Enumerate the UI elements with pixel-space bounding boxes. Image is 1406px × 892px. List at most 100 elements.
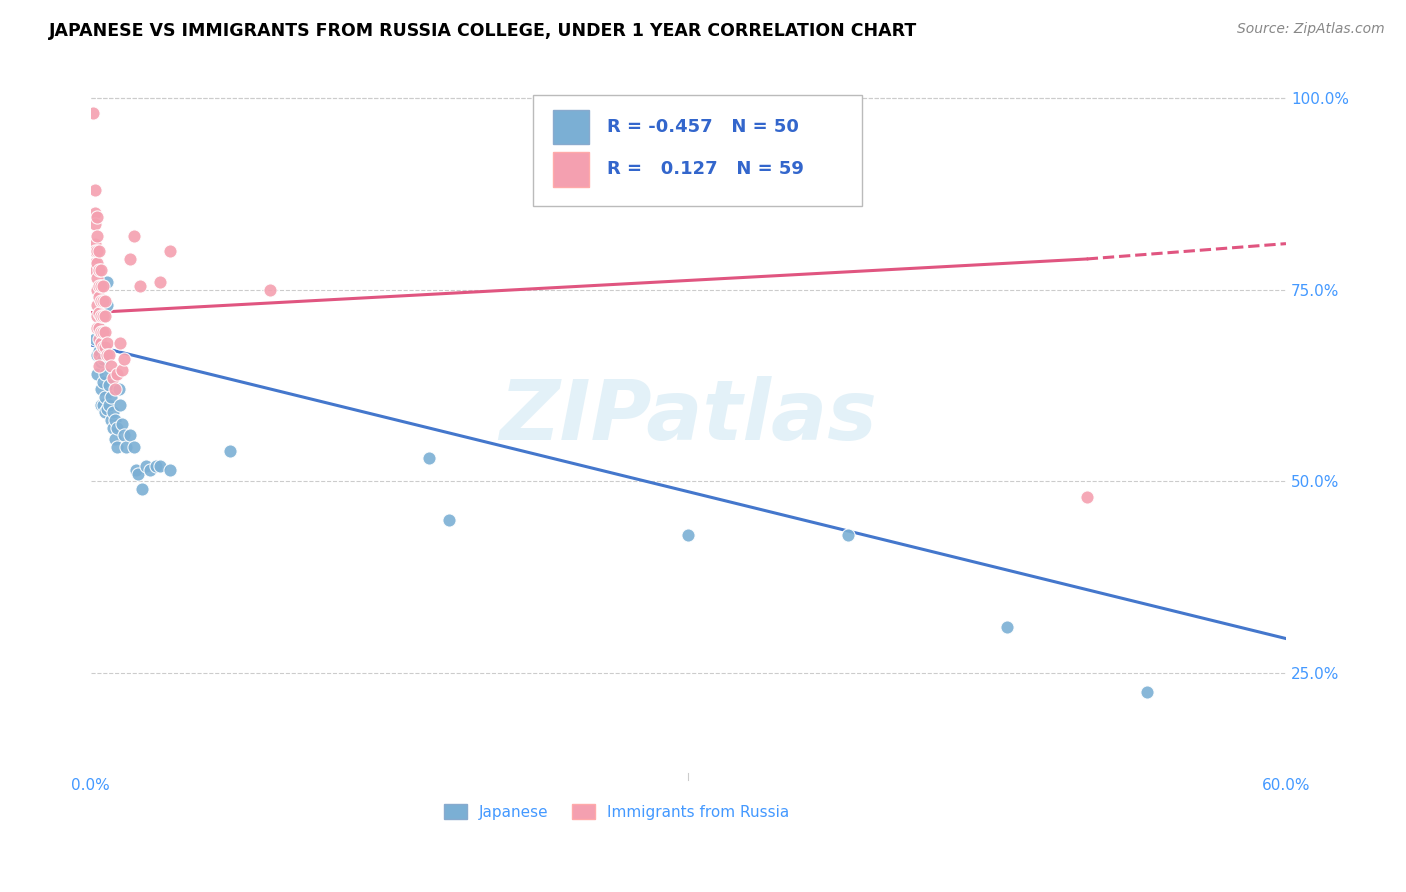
Point bbox=[83, 244, 105, 259]
Point bbox=[86, 256, 108, 270]
Point bbox=[115, 440, 138, 454]
Point bbox=[120, 428, 142, 442]
Point bbox=[100, 390, 122, 404]
Point bbox=[97, 378, 120, 392]
Point bbox=[149, 458, 172, 473]
Text: JAPANESE VS IMMIGRANTS FROM RUSSIA COLLEGE, UNDER 1 YEAR CORRELATION CHART: JAPANESE VS IMMIGRANTS FROM RUSSIA COLLE… bbox=[49, 22, 918, 40]
Point bbox=[91, 325, 114, 339]
Point bbox=[111, 417, 134, 431]
Point bbox=[86, 210, 108, 224]
Point bbox=[145, 458, 167, 473]
Point bbox=[93, 367, 115, 381]
Point bbox=[135, 458, 157, 473]
Point bbox=[96, 275, 118, 289]
Point bbox=[90, 355, 112, 369]
Text: Source: ZipAtlas.com: Source: ZipAtlas.com bbox=[1237, 22, 1385, 37]
Point bbox=[90, 382, 112, 396]
Point bbox=[259, 283, 281, 297]
Point bbox=[96, 298, 118, 312]
Point bbox=[110, 398, 132, 412]
Point bbox=[87, 290, 110, 304]
Point bbox=[90, 398, 112, 412]
Point bbox=[103, 432, 125, 446]
Point bbox=[124, 440, 146, 454]
Point bbox=[837, 528, 859, 542]
Point bbox=[120, 252, 142, 266]
Point bbox=[91, 340, 114, 354]
Point bbox=[90, 263, 112, 277]
FancyBboxPatch shape bbox=[553, 153, 589, 186]
Point bbox=[125, 463, 148, 477]
Point bbox=[86, 298, 108, 312]
Point bbox=[105, 420, 128, 434]
Point bbox=[83, 256, 105, 270]
Point bbox=[110, 336, 132, 351]
Point bbox=[87, 343, 110, 358]
Point bbox=[90, 278, 112, 293]
Point bbox=[91, 294, 114, 309]
Point bbox=[1076, 490, 1098, 504]
Point bbox=[97, 398, 120, 412]
Point bbox=[97, 348, 120, 362]
Point bbox=[103, 413, 125, 427]
Text: ZIPatlas: ZIPatlas bbox=[499, 376, 877, 457]
Point bbox=[90, 325, 112, 339]
Point bbox=[101, 371, 124, 385]
Point bbox=[87, 306, 110, 320]
Point bbox=[91, 351, 114, 366]
Point bbox=[105, 367, 128, 381]
Point bbox=[86, 367, 108, 381]
Point bbox=[90, 310, 112, 324]
Point bbox=[87, 359, 110, 374]
Point bbox=[159, 463, 181, 477]
Point bbox=[83, 236, 105, 251]
Point bbox=[101, 420, 124, 434]
Point bbox=[87, 278, 110, 293]
FancyBboxPatch shape bbox=[553, 110, 589, 144]
Point bbox=[100, 359, 122, 374]
Point bbox=[82, 106, 104, 120]
Point bbox=[86, 283, 108, 297]
Point bbox=[103, 382, 125, 396]
Point bbox=[105, 440, 128, 454]
Point bbox=[149, 275, 172, 289]
Point bbox=[91, 398, 114, 412]
Point bbox=[83, 183, 105, 197]
Point bbox=[93, 390, 115, 404]
Point bbox=[93, 340, 115, 354]
Point bbox=[439, 513, 461, 527]
Point bbox=[83, 333, 105, 347]
Point bbox=[93, 405, 115, 419]
Point bbox=[995, 620, 1018, 634]
Point bbox=[83, 263, 105, 277]
Point bbox=[93, 310, 115, 324]
Point bbox=[91, 375, 114, 389]
Point bbox=[131, 482, 153, 496]
Point bbox=[86, 271, 108, 285]
Point bbox=[96, 348, 118, 362]
Text: R =   0.127   N = 59: R = 0.127 N = 59 bbox=[607, 161, 804, 178]
Point bbox=[96, 336, 118, 351]
FancyBboxPatch shape bbox=[533, 95, 862, 206]
Point bbox=[107, 382, 129, 396]
Point bbox=[93, 294, 115, 309]
Point bbox=[678, 528, 700, 542]
Point bbox=[139, 463, 162, 477]
Point bbox=[91, 278, 114, 293]
Point bbox=[100, 413, 122, 427]
Point bbox=[87, 244, 110, 259]
Point bbox=[418, 451, 440, 466]
Point bbox=[101, 405, 124, 419]
Point bbox=[86, 229, 108, 244]
Point bbox=[83, 218, 105, 232]
Point bbox=[159, 244, 181, 259]
Point bbox=[129, 278, 152, 293]
Point bbox=[124, 229, 146, 244]
Point bbox=[96, 401, 118, 416]
Point bbox=[90, 294, 112, 309]
Point bbox=[1135, 685, 1157, 699]
Point bbox=[93, 325, 115, 339]
Point bbox=[219, 443, 242, 458]
Point bbox=[90, 336, 112, 351]
Point bbox=[86, 321, 108, 335]
